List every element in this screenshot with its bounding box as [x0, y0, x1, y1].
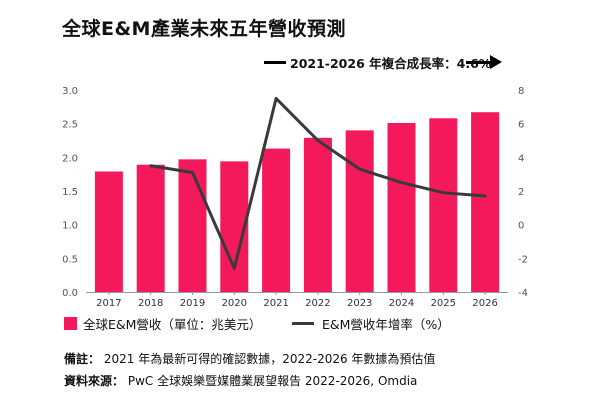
bar-series	[94, 112, 500, 292]
x-axis: 2017 2018 2019 2020 2021 2022 2023 2024 2025 2026	[86, 292, 508, 309]
footnote-note: 備註： 2021 年為最新可得的確認數據，2022-2026 年數據為預估值	[64, 350, 435, 367]
line-series	[149, 96, 487, 270]
arrow-right-icon	[490, 55, 502, 69]
source-text: PwC 全球娛樂暨媒體業展望報告 2022-2026, Omdia	[127, 374, 418, 388]
y-right-tick-label: -4	[518, 288, 528, 299]
note-label: 備註：	[64, 352, 101, 366]
y-axis-right: -4 -2 0 2 4 6 8	[518, 86, 528, 299]
y-right-tick-label: 4	[518, 153, 524, 164]
y-left-tick-label: 1.0	[62, 221, 78, 232]
y-right-tick-label: 6	[518, 120, 524, 131]
bar-2017	[94, 171, 123, 292]
y-left-tick-label: 2.0	[62, 153, 78, 164]
cagr-line-left	[264, 61, 286, 64]
legend-item-revenue: 全球E&M營收（單位：兆美元）	[64, 314, 261, 333]
legend-label-revenue: 全球E&M營收（單位：兆美元）	[83, 317, 262, 332]
footnote-source: 資料來源： PwC 全球娛樂暨媒體業展望報告 2022-2026, Omdia	[64, 372, 417, 389]
bar-2024	[387, 122, 416, 292]
y-left-tick-label: 3.0	[62, 86, 78, 97]
bar-2022	[303, 137, 332, 292]
source-label: 資料來源：	[64, 374, 125, 388]
bar-2019	[178, 159, 207, 292]
x-tick-label: 2019	[180, 298, 205, 309]
y-right-tick-label: 2	[518, 187, 524, 198]
x-tick-label: 2026	[472, 298, 497, 309]
growth-rate-line	[149, 96, 487, 270]
x-tick-label: 2023	[347, 298, 372, 309]
legend-swatch-line	[292, 322, 314, 325]
y-right-tick-label: 0	[518, 221, 524, 232]
bar-2021	[262, 148, 291, 292]
y-right-tick-label: -2	[518, 254, 528, 265]
bar-2025	[429, 118, 458, 292]
x-tick-label: 2020	[222, 298, 247, 309]
x-tick-label: 2018	[138, 298, 163, 309]
legend-label-growth: E&M營收年增率（%）	[322, 317, 450, 332]
bar-2026	[471, 112, 500, 292]
x-tick-label: 2025	[431, 298, 456, 309]
x-tick-label: 2022	[305, 298, 330, 309]
x-tick-label: 2024	[389, 298, 414, 309]
y-left-tick-label: 2.5	[62, 120, 78, 131]
x-tick-label: 2021	[263, 298, 288, 309]
x-tick-label: 2017	[96, 298, 121, 309]
y-right-tick-label: 8	[518, 86, 524, 97]
legend-item-growth: E&M營收年增率（%）	[292, 314, 450, 333]
cagr-line-right	[466, 61, 492, 64]
cagr-annotation: 2021-2026 年複合成長率：4.6%	[264, 52, 508, 72]
legend-swatch-bar	[64, 317, 77, 330]
y-axis-left: 0.0 0.5 1.0 1.5 2.0 2.5 3.0	[62, 86, 78, 299]
chart-title: 全球E&M產業未來五年營收預測	[62, 18, 346, 40]
y-left-tick-label: 0.0	[62, 288, 78, 299]
bar-2018	[136, 164, 165, 292]
bar-2023	[345, 130, 374, 292]
y-left-tick-label: 1.5	[62, 187, 78, 198]
y-left-tick-label: 0.5	[62, 254, 78, 265]
note-text: 2021 年為最新可得的確認數據，2022-2026 年數據為預估值	[103, 352, 436, 366]
cagr-label: 2021-2026 年複合成長率：4.6%	[290, 56, 492, 71]
